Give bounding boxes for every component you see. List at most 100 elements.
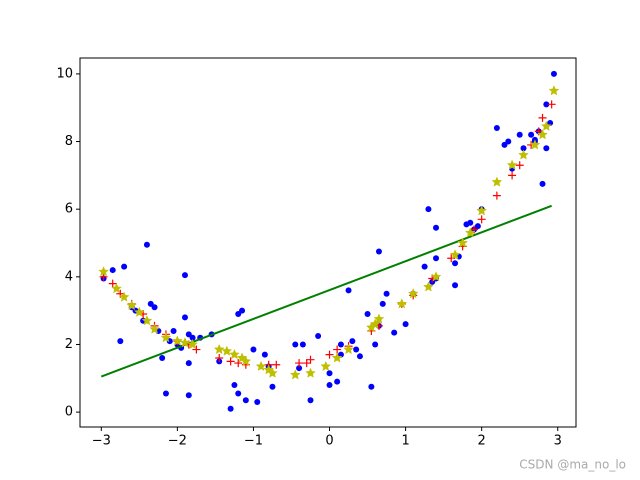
fit-point bbox=[476, 205, 488, 216]
data-point bbox=[261, 351, 268, 358]
fit-point bbox=[492, 191, 501, 200]
fit-point bbox=[548, 85, 560, 96]
data-point bbox=[505, 138, 512, 145]
fit-point bbox=[179, 337, 191, 348]
data-point bbox=[231, 382, 238, 389]
data-point bbox=[337, 341, 344, 348]
data-point bbox=[539, 180, 546, 187]
fit-point bbox=[306, 355, 315, 364]
fit-point bbox=[172, 335, 183, 346]
data-point bbox=[334, 378, 341, 385]
fit-point bbox=[477, 215, 486, 224]
data-point bbox=[452, 282, 459, 289]
data-point bbox=[543, 145, 550, 152]
data-point bbox=[345, 287, 352, 294]
data-point bbox=[239, 307, 246, 314]
data-point bbox=[181, 272, 188, 279]
y-tick-label: 6 bbox=[65, 202, 73, 217]
data-point bbox=[250, 346, 257, 353]
data-point bbox=[402, 321, 409, 328]
data-point bbox=[117, 338, 124, 345]
x-tick-label: −1 bbox=[244, 434, 263, 449]
fit-point bbox=[529, 139, 541, 150]
data-point bbox=[433, 255, 440, 262]
data-point bbox=[185, 360, 192, 367]
data-point bbox=[326, 370, 333, 377]
fit-point bbox=[373, 313, 385, 324]
data-point bbox=[528, 131, 535, 138]
data-point bbox=[474, 223, 481, 230]
y-tick-label: 10 bbox=[56, 66, 73, 81]
data-point bbox=[383, 290, 390, 297]
y-tick-label: 0 bbox=[65, 405, 73, 420]
fit-point bbox=[118, 291, 130, 302]
fit-point bbox=[396, 298, 408, 309]
x-tick-label: −2 bbox=[168, 434, 187, 449]
fit-point bbox=[537, 129, 548, 140]
data-point bbox=[353, 346, 360, 353]
data-point bbox=[181, 314, 188, 321]
fit-point bbox=[213, 343, 225, 355]
data-point bbox=[292, 341, 299, 348]
fit-point bbox=[423, 281, 434, 292]
fit-point bbox=[111, 283, 122, 294]
fit-point bbox=[506, 159, 518, 170]
data-point bbox=[235, 390, 242, 397]
data-point bbox=[543, 101, 550, 108]
data-point bbox=[467, 219, 474, 226]
fit-point bbox=[457, 237, 469, 248]
data-point bbox=[372, 341, 379, 348]
fit-point bbox=[449, 249, 461, 260]
fit-point bbox=[267, 367, 278, 378]
fit-point bbox=[447, 254, 456, 263]
fit-point bbox=[343, 343, 354, 355]
fit-point bbox=[518, 149, 529, 160]
fit-point bbox=[333, 345, 342, 354]
data-point bbox=[227, 405, 234, 412]
x-tick-label: 1 bbox=[401, 434, 409, 449]
fit-point bbox=[187, 338, 198, 350]
data-point bbox=[356, 353, 363, 360]
fit-point bbox=[547, 100, 556, 109]
fit-point bbox=[133, 306, 145, 317]
data-point bbox=[520, 145, 527, 152]
fit-point bbox=[407, 288, 419, 299]
data-point bbox=[364, 311, 371, 318]
data-point bbox=[269, 383, 276, 390]
x-tick-label: 3 bbox=[554, 434, 562, 449]
fit-point bbox=[515, 161, 524, 170]
fit-point bbox=[221, 345, 233, 356]
fit-point bbox=[98, 266, 109, 277]
data-point bbox=[421, 263, 428, 270]
fit-point bbox=[491, 176, 503, 187]
data-point bbox=[151, 304, 158, 311]
data-point bbox=[315, 333, 322, 340]
data-point bbox=[162, 390, 169, 397]
data-point bbox=[121, 263, 128, 270]
data-point bbox=[299, 341, 306, 348]
fit-point bbox=[160, 332, 172, 343]
plot-frame bbox=[79, 57, 577, 428]
fit-point bbox=[108, 279, 117, 288]
fit-point bbox=[320, 360, 332, 372]
data-point bbox=[516, 131, 523, 138]
fit-point bbox=[295, 359, 304, 368]
data-point bbox=[375, 248, 382, 255]
y-tick-label: 2 bbox=[65, 337, 73, 352]
x-tick-label: 2 bbox=[478, 434, 486, 449]
fit-point bbox=[538, 113, 547, 122]
data-point bbox=[493, 125, 500, 132]
data-point bbox=[170, 327, 177, 334]
fit-point bbox=[192, 345, 201, 354]
fit-point bbox=[226, 357, 235, 366]
x-tick-label: 0 bbox=[325, 434, 333, 449]
data-point bbox=[109, 267, 116, 274]
y-tick-label: 8 bbox=[65, 134, 73, 149]
fit-point bbox=[215, 354, 224, 363]
data-point bbox=[433, 224, 440, 231]
fit-point bbox=[229, 348, 240, 360]
fit-point bbox=[331, 352, 343, 363]
fit-point bbox=[325, 350, 334, 359]
fit-point bbox=[464, 227, 476, 238]
